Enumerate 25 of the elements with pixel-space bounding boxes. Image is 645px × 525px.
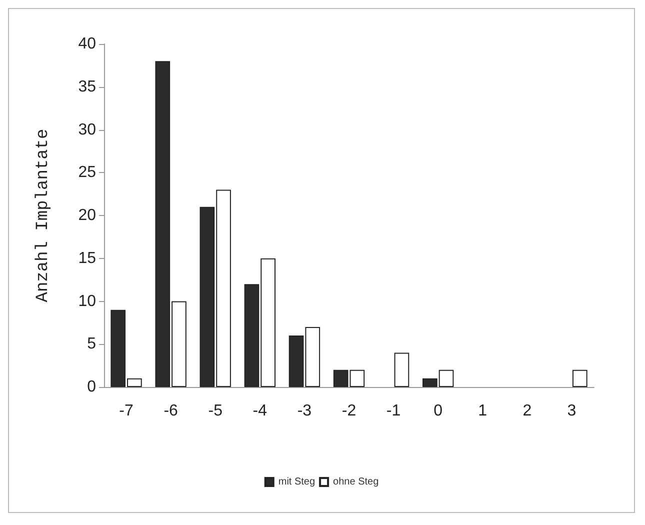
y-tick-label: 35 bbox=[78, 78, 96, 96]
y-tick-label: 25 bbox=[78, 164, 96, 182]
y-tick-label: 5 bbox=[87, 336, 96, 353]
bar bbox=[572, 370, 588, 387]
x-tick-label: 0 bbox=[434, 402, 443, 420]
y-axis-title: Anzahl Implantate bbox=[34, 128, 53, 302]
bar bbox=[394, 352, 410, 387]
x-tick-label: -7 bbox=[119, 402, 134, 420]
x-tick-label: -1 bbox=[386, 402, 401, 420]
y-tick-label: 40 bbox=[78, 36, 96, 52]
y-tick-label: 20 bbox=[78, 207, 96, 224]
x-tick-label: 3 bbox=[567, 402, 576, 420]
y-tick-label: 30 bbox=[78, 121, 96, 138]
y-tick-label: 0 bbox=[87, 378, 96, 396]
legend-label: mit Steg bbox=[278, 476, 316, 488]
x-tick-label: 2 bbox=[522, 402, 532, 420]
x-tick-label: 1 bbox=[478, 402, 488, 420]
x-tick-label: -2 bbox=[342, 402, 356, 420]
y-tick-label: 15 bbox=[78, 250, 96, 267]
y-tick-label: 10 bbox=[78, 292, 96, 310]
x-tick-label: -4 bbox=[252, 402, 268, 420]
legend-label: ohne Steg bbox=[333, 476, 379, 488]
x-tick-label: -3 bbox=[297, 402, 312, 420]
x-tick-label: -5 bbox=[208, 402, 223, 420]
x-tick-label: -6 bbox=[164, 402, 178, 420]
